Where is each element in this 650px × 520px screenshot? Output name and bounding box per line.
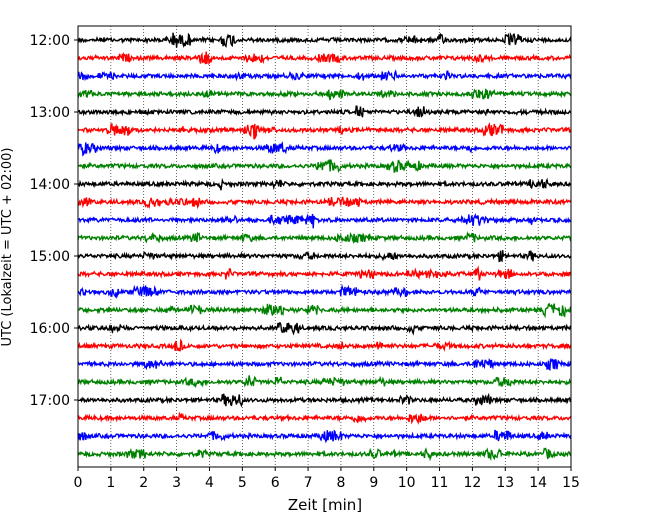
y-axis-ticks: 12:00 13:00 14:00 15:00 16:00 17:00: [30, 33, 78, 409]
y-tick-label: 12:00: [30, 33, 70, 49]
x-tick-label: 2: [139, 475, 148, 491]
x-tick-label: 14: [529, 475, 547, 491]
trace-1415: [77, 196, 572, 210]
x-tick-label: 7: [304, 475, 313, 491]
trace-1630: [77, 357, 572, 371]
trace-1315: [77, 122, 572, 140]
x-tick-label: 5: [238, 475, 247, 491]
y-tick-label: 16:00: [30, 321, 70, 337]
trace-1400: [77, 177, 572, 191]
trace-1345: [77, 159, 572, 174]
x-axis-ticks: 0 1 2 3 4 5 6 7 8 9 10 11 12 13 14 15: [74, 467, 580, 491]
x-tick-label: 8: [336, 475, 345, 491]
x-tick-label: 10: [398, 475, 416, 491]
x-tick-label: 11: [431, 475, 449, 491]
x-tick-label: 4: [205, 475, 214, 491]
plot-frame: [77, 25, 572, 468]
x-tick-label: 6: [271, 475, 280, 491]
y-tick-label: 17:00: [30, 393, 70, 409]
x-tick-label: 9: [369, 475, 378, 491]
trace-1700: [77, 392, 572, 408]
trace-1500: [77, 250, 572, 263]
x-tick-label: 1: [106, 475, 115, 491]
x-tick-label: 0: [74, 475, 83, 491]
x-tick-label: 15: [562, 475, 580, 491]
trace-1445: [77, 230, 572, 245]
trace-1430: [77, 212, 572, 229]
trace-1645: [77, 375, 572, 389]
y-tick-label: 14:00: [30, 177, 70, 193]
x-tick-label: 13: [496, 475, 514, 491]
trace-1715: [77, 411, 572, 425]
y-axis-label: UTC (Lokalzeit = UTC + 02:00): [0, 148, 15, 347]
trace-1230: [77, 69, 572, 82]
trace-1330: [77, 141, 572, 157]
trace-1245: [77, 88, 572, 101]
x-tick-label: 12: [463, 475, 481, 491]
x-tick-label: 3: [172, 475, 181, 491]
trace-1545: [77, 302, 572, 319]
trace-1215: [77, 51, 572, 66]
trace-1530: [77, 283, 572, 300]
x-axis-label: Zeit [min]: [288, 496, 362, 514]
y-tick-label: 15:00: [30, 249, 70, 265]
trace-1200: [77, 32, 572, 49]
trace-1730: [77, 429, 572, 444]
trace-1745: [77, 447, 572, 462]
trace-group: [77, 32, 572, 462]
trace-1300: [77, 105, 572, 118]
trace-1600: [77, 322, 572, 336]
trace-1615: [77, 338, 572, 352]
trace-1515: [77, 265, 572, 281]
y-tick-label: 13:00: [30, 105, 70, 121]
